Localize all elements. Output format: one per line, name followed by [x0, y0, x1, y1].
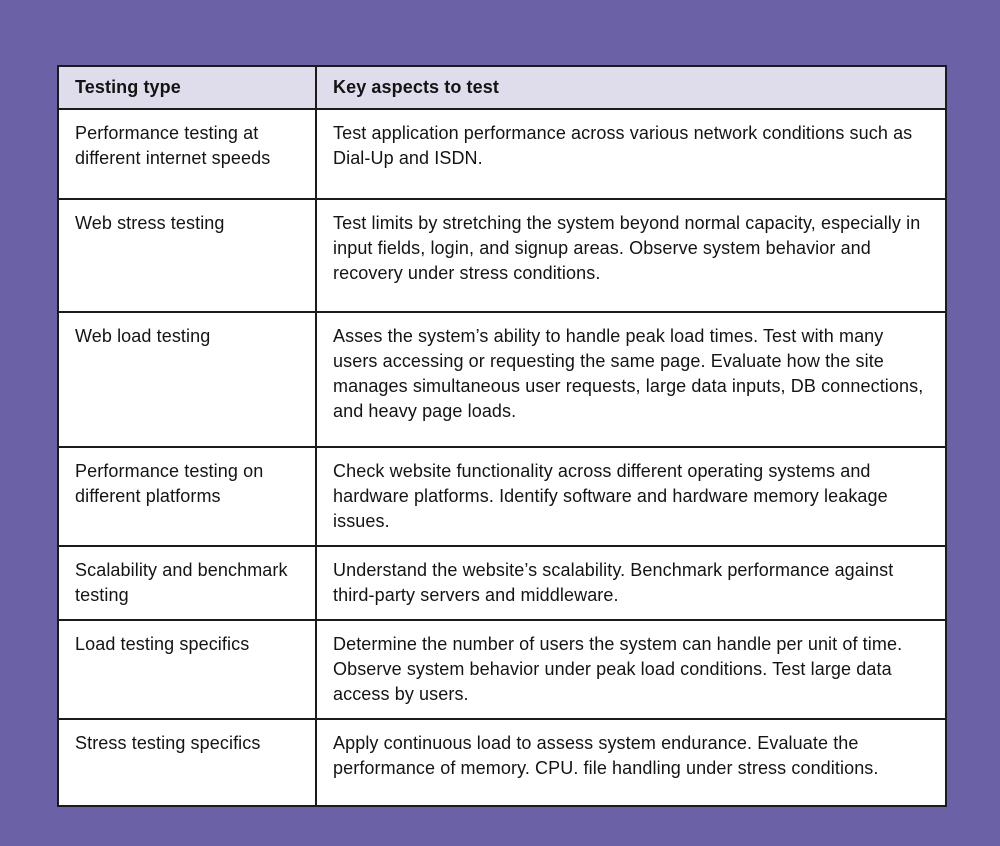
testing-type-cell: Stress testing specifics [57, 718, 317, 807]
table-row: Stress testing specifics Apply continuou… [57, 718, 947, 807]
key-aspects-cell: Check website functionality across diffe… [315, 446, 947, 547]
testing-type-cell: Performance testing at different interne… [57, 108, 317, 200]
key-aspects-cell: Determine the number of users the system… [315, 619, 947, 720]
table-row: Load testing specifics Determine the num… [57, 619, 947, 720]
testing-type-cell: Scalability and benchmark testing [57, 545, 317, 621]
testing-type-cell: Performance testing on different platfor… [57, 446, 317, 547]
header-cell-key-aspects: Key aspects to test [315, 65, 947, 110]
table-row: Performance testing on different platfor… [57, 446, 947, 547]
key-aspects-cell: Asses the system’s ability to handle pea… [315, 311, 947, 448]
table-row: Performance testing at different interne… [57, 108, 947, 200]
table-row: Scalability and benchmark testing Unders… [57, 545, 947, 621]
key-aspects-cell: Test application performance across vari… [315, 108, 947, 200]
testing-table: Testing type Key aspects to test Perform… [57, 65, 947, 807]
testing-type-cell: Load testing specifics [57, 619, 317, 720]
testing-type-cell: Web stress testing [57, 198, 317, 313]
table-header-row: Testing type Key aspects to test [57, 65, 947, 110]
table-row: Web stress testing Test limits by stretc… [57, 198, 947, 313]
key-aspects-cell: Test limits by stretching the system bey… [315, 198, 947, 313]
testing-type-cell: Web load testing [57, 311, 317, 448]
testing-table-container: Testing type Key aspects to test Perform… [57, 65, 947, 807]
key-aspects-cell: Apply continuous load to assess system e… [315, 718, 947, 807]
key-aspects-cell: Understand the website’s scalability. Be… [315, 545, 947, 621]
header-cell-testing-type: Testing type [57, 65, 317, 110]
table-row: Web load testing Asses the system’s abil… [57, 311, 947, 448]
